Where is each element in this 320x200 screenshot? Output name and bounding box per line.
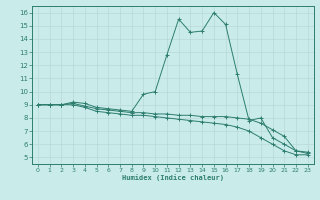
X-axis label: Humidex (Indice chaleur): Humidex (Indice chaleur): [122, 175, 224, 181]
